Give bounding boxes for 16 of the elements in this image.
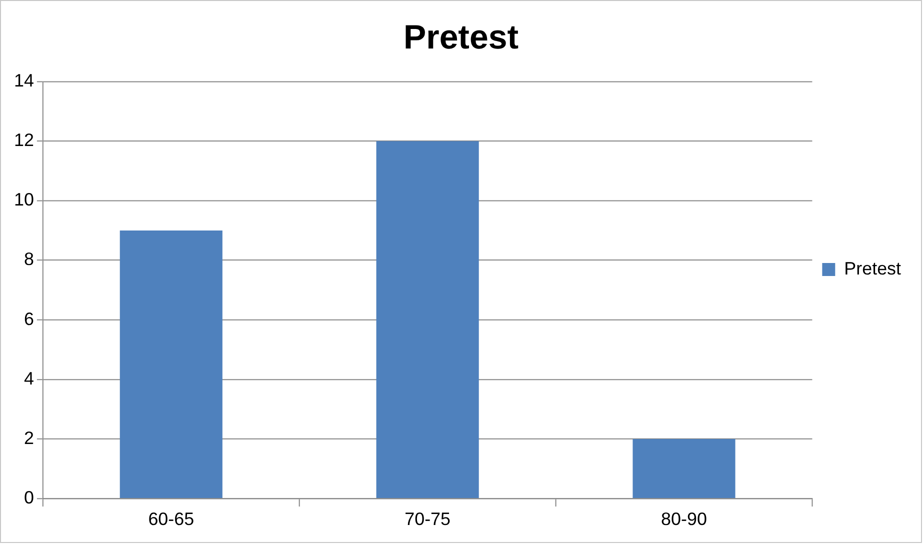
x-tick-label: 70-75 [404,509,451,530]
legend-label: Pretest [844,258,902,278]
y-tick-label: 0 [24,488,34,508]
chart-title: Pretest [403,18,519,57]
bar [632,438,736,498]
y-tick-label: 2 [24,428,34,448]
y-tick-label: 10 [14,190,34,210]
bar [120,230,222,498]
y-tick-label: 12 [14,130,34,150]
y-tick-label: 14 [14,70,34,90]
y-tick-label: 4 [24,368,34,388]
x-tick-label: 80-90 [661,509,707,530]
y-tick-label: 8 [24,249,34,270]
bar [376,141,479,498]
y-tick-label: 6 [24,308,34,329]
x-tick-label: 60-65 [148,509,194,530]
